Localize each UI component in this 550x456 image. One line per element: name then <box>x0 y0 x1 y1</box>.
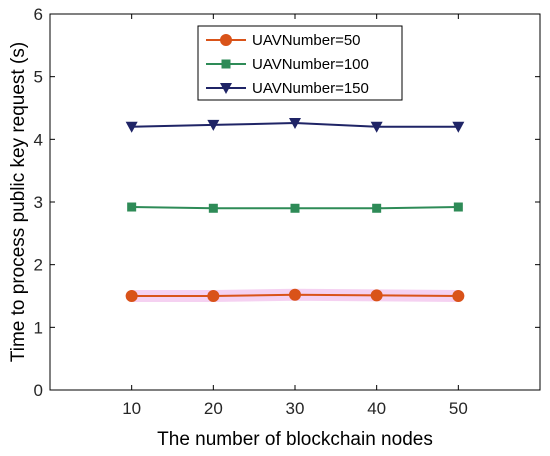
data-point <box>290 203 300 213</box>
series-layer <box>125 118 465 302</box>
x-tick-label: 20 <box>204 399 223 418</box>
legend-item: UAVNumber=100 <box>206 56 369 73</box>
data-point <box>125 290 138 302</box>
y-axis-title: Time to process public key request (s) <box>8 42 29 362</box>
x-tick-label: 40 <box>367 399 386 418</box>
data-point <box>370 289 383 302</box>
legend-item: UAVNumber=150 <box>206 80 369 97</box>
data-point <box>207 290 220 302</box>
y-tick-labels: 0 1 2 3 4 5 6 <box>34 5 43 400</box>
x-tick-label: 30 <box>286 399 305 418</box>
data-point <box>370 121 383 133</box>
y-tick-label: 4 <box>34 130 43 149</box>
series-2 <box>127 202 463 213</box>
data-point <box>208 203 218 213</box>
legend-label: UAVNumber=150 <box>252 80 369 97</box>
x-axis-title: The number of blockchain nodes <box>157 429 433 450</box>
x-tick-label: 10 <box>122 399 141 418</box>
data-point <box>289 118 301 130</box>
data-point <box>372 203 382 213</box>
x-tick-label: 50 <box>449 399 468 418</box>
data-point <box>289 288 301 301</box>
legend-item: UAVNumber=50 <box>206 32 361 49</box>
data-point <box>452 290 465 302</box>
legend-marker <box>220 34 232 46</box>
y-tick-label: 0 <box>34 381 43 400</box>
axis-ticks <box>50 13 540 391</box>
data-point <box>127 202 137 212</box>
data-point <box>453 202 463 212</box>
legend-marker <box>221 59 231 69</box>
y-tick-label: 3 <box>34 193 43 212</box>
legend-marker <box>220 83 232 94</box>
legend-label: UAVNumber=100 <box>252 56 369 73</box>
series-1 <box>125 288 465 302</box>
data-point <box>125 121 138 133</box>
series-3 <box>125 118 465 133</box>
y-tick-label: 5 <box>34 68 43 87</box>
y-tick-label: 1 <box>34 318 43 337</box>
x-tick-labels: 10 20 30 40 50 <box>122 399 468 418</box>
legend: UAVNumber=50 UAVNumber=100 UAVNumber=150 <box>197 25 403 101</box>
y-tick-label: 2 <box>34 256 43 275</box>
data-point <box>207 119 220 131</box>
data-point <box>452 121 465 133</box>
legend-label: UAVNumber=50 <box>252 32 361 49</box>
y-tick-label: 6 <box>34 5 43 24</box>
